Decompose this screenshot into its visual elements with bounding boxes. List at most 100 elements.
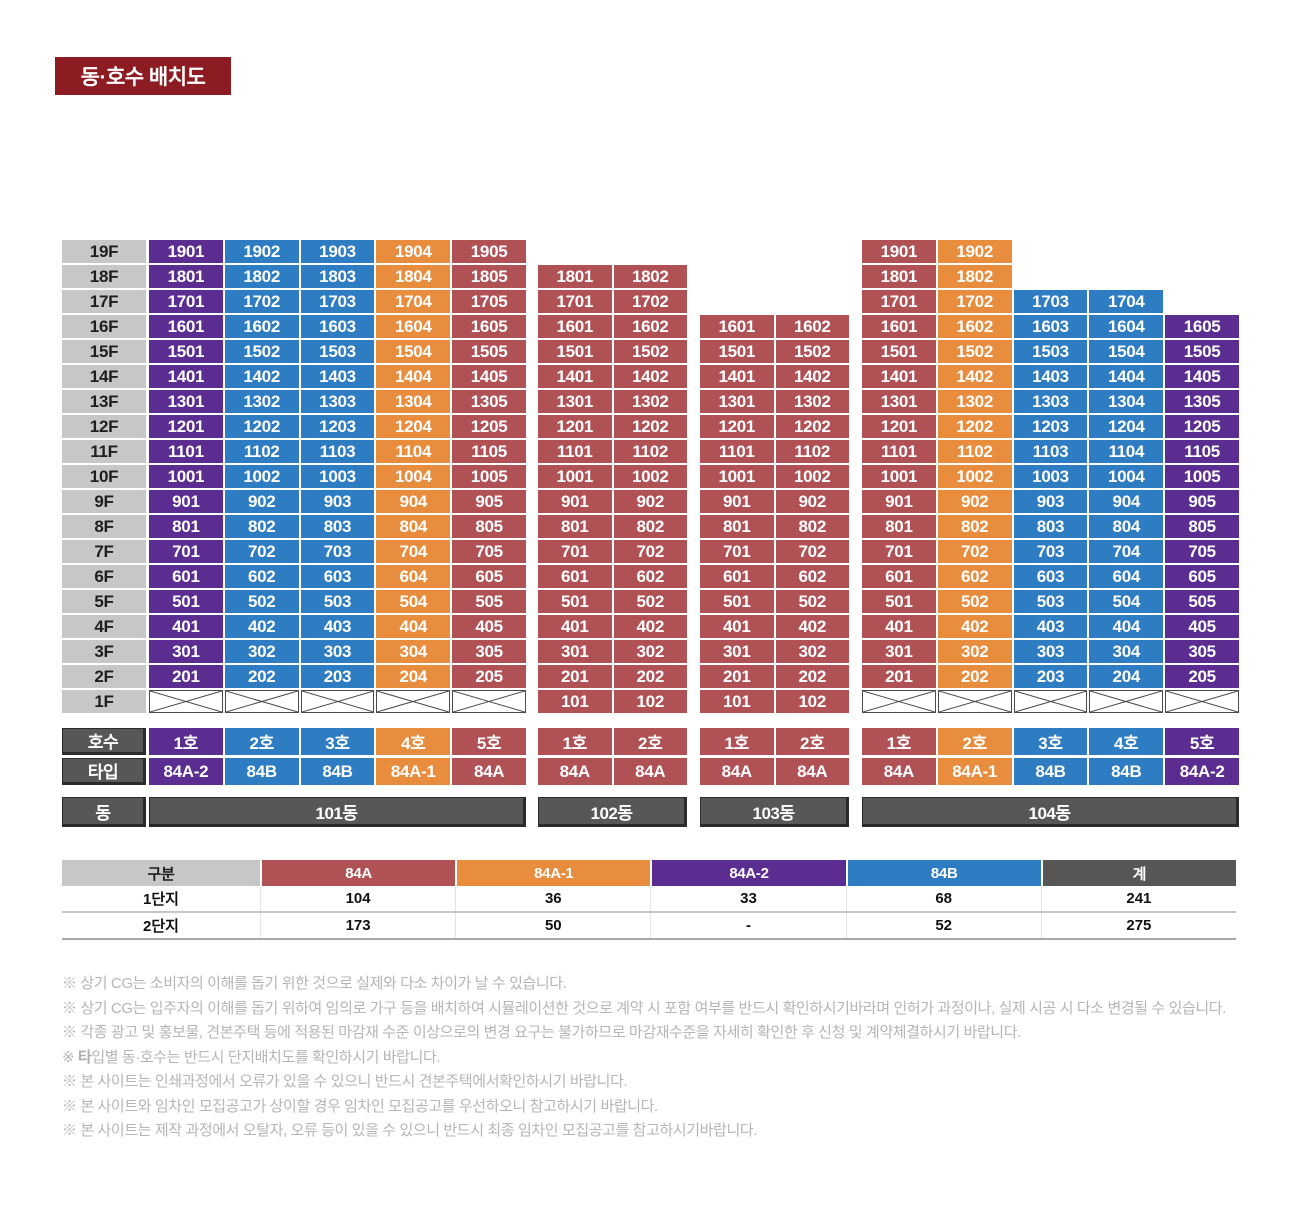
unit-cell: 1501 bbox=[149, 340, 223, 363]
unit-cell: 401 bbox=[700, 615, 774, 638]
x-icon bbox=[453, 691, 525, 712]
unit-cell: 1905 bbox=[452, 240, 526, 263]
unit-cell: 304 bbox=[1089, 640, 1164, 663]
unit-cell: 701 bbox=[149, 540, 223, 563]
unit-cell: 201 bbox=[700, 665, 774, 688]
unit-cell: 1401 bbox=[700, 365, 774, 388]
note-segment: ※ 상기 CG는 소비자의 이해를 돕기 위한 것으로 실제와 다소 차이가 날… bbox=[62, 975, 567, 992]
unit-cell: 204 bbox=[376, 665, 451, 688]
summary-value-cell: 36 bbox=[455, 886, 650, 911]
unit-cell: 1504 bbox=[1089, 340, 1164, 363]
floor-label: 1F bbox=[62, 690, 146, 713]
unit-cell: 1104 bbox=[376, 440, 451, 463]
unit-cell: 1804 bbox=[376, 265, 451, 288]
type-cell: 84A-2 bbox=[149, 758, 223, 785]
unit-cell: 602 bbox=[613, 565, 687, 588]
unit-cell: 904 bbox=[1089, 490, 1164, 513]
spacer bbox=[538, 713, 687, 728]
ho-row: 1호 2호 3호 4호 5호 bbox=[149, 728, 526, 755]
unit-cell: 204 bbox=[1089, 665, 1164, 688]
x-icon bbox=[377, 691, 449, 712]
type-row: 84A-2 84B 84B 84A-1 84A bbox=[149, 758, 526, 785]
note-segment: ※ bbox=[62, 1048, 78, 1066]
unit-cell: 1103 bbox=[1013, 440, 1088, 463]
note-line: ※ 상기 CG는 소비자의 이해를 돕기 위한 것으로 실제와 다소 차이가 날… bbox=[62, 972, 1226, 997]
unit-cell: 602 bbox=[775, 565, 849, 588]
unit-cell: 1402 bbox=[775, 365, 849, 388]
unit-cell: 1501 bbox=[700, 340, 774, 363]
floor-label: 5F bbox=[62, 590, 146, 613]
unit-cell: 602 bbox=[224, 565, 299, 588]
type-cell: 84A bbox=[538, 758, 612, 785]
unit-cell: 503 bbox=[1013, 590, 1088, 613]
summary-value-cell: 173 bbox=[260, 913, 455, 938]
unit-cell: 1305 bbox=[1165, 390, 1239, 413]
unit-cell: 1601 bbox=[700, 315, 774, 338]
unit-cell: 1203 bbox=[1013, 415, 1088, 438]
unit-cell: 1701 bbox=[538, 290, 612, 313]
ground-x-cell bbox=[300, 690, 375, 713]
note-segment: 입별 동·호수는 반드시 단지배치도를 확인하시기 바랍니다. bbox=[91, 1048, 441, 1066]
ground-x-cell bbox=[862, 690, 936, 713]
unit-cell: 1903 bbox=[300, 240, 375, 263]
unit-cell: 802 bbox=[224, 515, 299, 538]
unit-cell: 1302 bbox=[775, 390, 849, 413]
type-cell: 84B bbox=[224, 758, 299, 785]
summary-value-cell: 275 bbox=[1040, 913, 1236, 938]
note-line: ※ 각종 광고 및 홍보물, 견본주택 등에 적용된 마감재 수준 이상으로의 … bbox=[62, 1021, 1226, 1046]
building-name-bar: 104동 bbox=[862, 797, 1239, 827]
unit-cell: 703 bbox=[1013, 540, 1088, 563]
unit-cell: 1504 bbox=[376, 340, 451, 363]
unit-cell: 1702 bbox=[224, 290, 299, 313]
unit-cell: 1302 bbox=[224, 390, 299, 413]
unit-cell: 1802 bbox=[937, 265, 1012, 288]
unit-cell: 301 bbox=[538, 640, 612, 663]
unit-cell: 1305 bbox=[452, 390, 526, 413]
unit-cell: 705 bbox=[1165, 540, 1239, 563]
ground-x-cell bbox=[149, 690, 223, 713]
unit-cell: 1105 bbox=[1165, 440, 1239, 463]
unit-cell: 1802 bbox=[613, 265, 687, 288]
note-segment: ※ 본 사이트는 제작 과정에서 오탈자, 오류 등이 있을 수 있으니 반드시… bbox=[62, 1122, 758, 1139]
unit-cell: 1004 bbox=[376, 465, 451, 488]
unit-cell: 604 bbox=[1089, 565, 1164, 588]
disclaimer-notes: ※ 상기 CG는 소비자의 이해를 돕기 위한 것으로 실제와 다소 차이가 날… bbox=[62, 972, 1226, 1144]
unit-cell: 404 bbox=[376, 615, 451, 638]
unit-cell: 1904 bbox=[376, 240, 451, 263]
unit-cell: 305 bbox=[1165, 640, 1239, 663]
unit-cell: 701 bbox=[700, 540, 774, 563]
unit-cell: 501 bbox=[862, 590, 936, 613]
unit-cell: 801 bbox=[538, 515, 612, 538]
ho-cell: 1호 bbox=[700, 728, 774, 755]
x-icon bbox=[863, 691, 935, 712]
x-icon bbox=[1015, 691, 1087, 712]
type-cell: 84A bbox=[700, 758, 774, 785]
unit-cell: 1605 bbox=[1165, 315, 1239, 338]
unit-cell: 703 bbox=[300, 540, 375, 563]
floor-label: 13F bbox=[62, 390, 146, 413]
unit-cell: 1001 bbox=[862, 465, 936, 488]
type-cell: 84A bbox=[862, 758, 936, 785]
unit-cell: 402 bbox=[775, 615, 849, 638]
unit-cell: 1703 bbox=[1013, 290, 1088, 313]
ho-cell: 2호 bbox=[613, 728, 687, 755]
unit-cell: 801 bbox=[862, 515, 936, 538]
unit-cell: 504 bbox=[1089, 590, 1164, 613]
unit-cell: 1401 bbox=[538, 365, 612, 388]
unit-cell: 1202 bbox=[224, 415, 299, 438]
unit-cell: 701 bbox=[862, 540, 936, 563]
spacer bbox=[700, 713, 849, 728]
unit-cell: 1204 bbox=[1089, 415, 1164, 438]
type-row-header: 타입 bbox=[62, 758, 146, 785]
unit-cell: 303 bbox=[300, 640, 375, 663]
unit-cell: 1102 bbox=[613, 440, 687, 463]
spacer bbox=[149, 785, 526, 797]
unit-cell: 702 bbox=[775, 540, 849, 563]
unit-cell: 403 bbox=[1013, 615, 1088, 638]
buildings-container: 1901 1801 1701 1601 1501 1401 1301 1201 1101 1001… bbox=[149, 240, 1239, 827]
unit-cell: 1502 bbox=[613, 340, 687, 363]
unit-cell: 1403 bbox=[1013, 365, 1088, 388]
summary-table-body: 1단지 104 36 33 68 241 2단지 173 50-52 275 bbox=[62, 886, 1236, 940]
note-line: ※ 상기 CG는 입주자의 이해를 돕기 위하여 임의로 가구 등을 배치하여 … bbox=[62, 997, 1226, 1022]
unit-cell: 1204 bbox=[376, 415, 451, 438]
